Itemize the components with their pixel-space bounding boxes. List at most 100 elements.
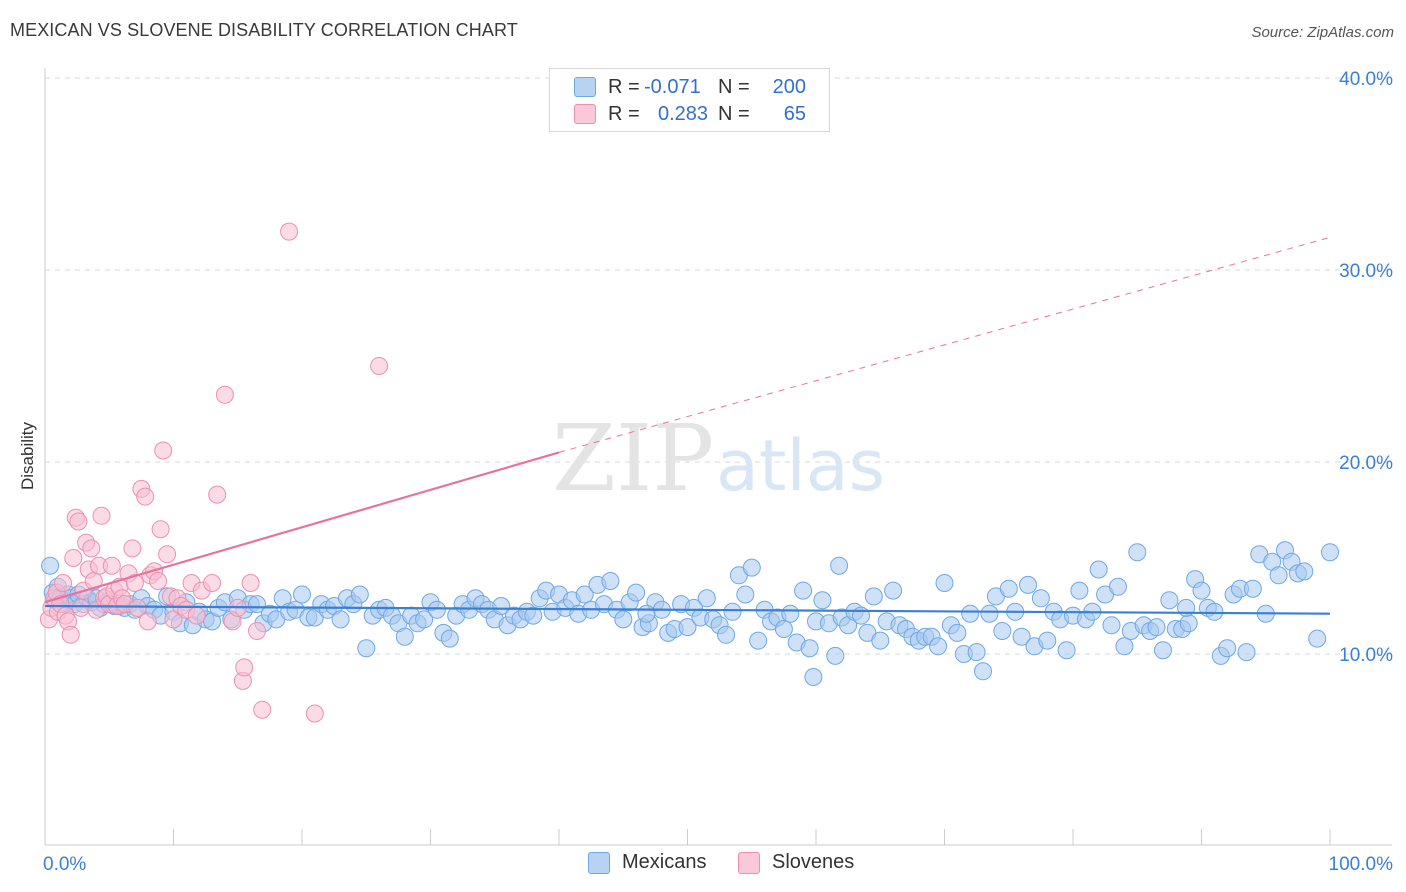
x-tick-label: 0.0%: [43, 854, 86, 875]
slovenes-point: [125, 574, 144, 592]
slovenes-point: [128, 598, 147, 617]
slovenes-point: [82, 539, 101, 558]
slovenes-point: [154, 441, 173, 460]
mexicans-point: [980, 604, 999, 623]
slovenes-point: [241, 574, 260, 592]
watermark: ZIP atlas: [552, 405, 885, 512]
mexicans-point: [678, 618, 697, 637]
slovenes-point: [253, 700, 272, 719]
mexicans-point: [961, 604, 980, 623]
slovenes-swatch: [574, 104, 596, 124]
r-label: R =: [608, 75, 640, 98]
x-tick-label: 100.0%: [1329, 854, 1394, 875]
mexicans-point: [723, 602, 742, 621]
mexicans-point: [440, 629, 459, 648]
mexicans-swatch: [574, 77, 596, 97]
slovenes-point: [305, 704, 324, 723]
mexicans-point: [1154, 641, 1172, 660]
mexicans-point: [929, 637, 948, 656]
mexicans-point: [1237, 643, 1256, 662]
slovenes-point: [164, 610, 183, 629]
mexicans-point: [884, 581, 903, 600]
grid-layer: [45, 77, 1392, 655]
mexicans-point: [614, 610, 633, 629]
mexicans-point: [1321, 543, 1339, 562]
mexicans-point: [1115, 637, 1134, 656]
stats-row-mexicans: R = -0.071 N = 200: [574, 75, 806, 99]
mexicans-point: [1012, 627, 1031, 646]
slovenes-legend-swatch: [738, 851, 760, 874]
r-label: R =: [608, 102, 640, 125]
mexicans-point: [1102, 616, 1121, 635]
mexicans-point: [1218, 639, 1237, 658]
slovenes-point: [138, 612, 157, 631]
mexicans-point: [1295, 562, 1314, 581]
mexicans-point: [1179, 614, 1198, 633]
chart-title: MEXICAN VS SLOVENE DISABILITY CORRELATIO…: [10, 20, 518, 40]
mexicans-point: [293, 585, 311, 604]
stats-legend: R = -0.071 N = 200 R = 0.283 N = 65: [549, 68, 830, 132]
n-value: 200: [772, 75, 806, 98]
tick-label-layer: 10.0% 20.0% 30.0% 40.0% 0.0% 100.0%: [43, 69, 1393, 875]
mexicans-point: [357, 639, 376, 658]
slovenes-trend-line: [44, 451, 560, 604]
mexicans-trend-line: [44, 604, 1331, 615]
mexicans-point: [742, 558, 761, 577]
mexicans-point: [717, 625, 736, 644]
slovenes-point: [69, 512, 88, 531]
mexicans-point: [1070, 581, 1089, 600]
slovenes-point: [61, 625, 80, 644]
slovenes-point: [208, 485, 227, 504]
mexicans-point: [1160, 591, 1179, 610]
legend-item-slovenes: Slovenes: [738, 851, 854, 874]
mexicans-point: [948, 623, 967, 642]
mexicans-point: [1089, 560, 1108, 579]
mexicans-point: [492, 597, 511, 615]
mexicans-point: [415, 610, 434, 629]
mexicans-point: [1019, 575, 1037, 594]
slovenes-point: [102, 556, 121, 575]
slovenes-legend-label: Slovenes: [772, 851, 855, 873]
mexicans-point: [804, 668, 823, 686]
slovenes-point: [248, 622, 266, 640]
axis-layer: [44, 68, 1392, 846]
mexicans-point: [41, 556, 60, 575]
mexicans-point: [1308, 629, 1327, 648]
slovenes-point: [64, 549, 83, 567]
slovenes-point: [149, 572, 168, 590]
slovenes-point: [151, 520, 170, 539]
slovenes-trend-extension: [558, 236, 1331, 453]
trend-layer: [44, 236, 1331, 615]
mexicans-point: [993, 622, 1012, 640]
r-value: 0.283: [658, 102, 709, 125]
mexicans-point: [575, 585, 594, 604]
slovenes-point: [235, 658, 254, 677]
y-tick-label: 30.0%: [1339, 261, 1393, 282]
mexicans-point: [1128, 543, 1147, 562]
mexicans-point: [1109, 577, 1127, 596]
mexicans-point: [637, 604, 656, 623]
mexicans-point: [350, 585, 369, 604]
mexicans-point: [524, 606, 543, 625]
mexicans-point: [331, 610, 350, 629]
mexicans-point: [749, 631, 768, 650]
slovenes-point: [215, 385, 234, 404]
stats-row-slovenes: R = 0.283 N = 65: [574, 102, 806, 126]
source-label: Source: ZipAtlas.com: [1251, 24, 1394, 41]
watermark-zip: ZIP: [552, 405, 714, 512]
mexicans-point: [852, 606, 870, 625]
y-tick-label: 40.0%: [1339, 69, 1393, 90]
mexicans-point: [601, 572, 620, 590]
mexicans-point: [830, 556, 849, 575]
slovenes-point: [72, 598, 90, 617]
mexicans-point: [1243, 579, 1262, 598]
mexicans-point: [736, 585, 755, 604]
y-tick-label: 10.0%: [1339, 645, 1393, 666]
mexicans-point: [794, 581, 813, 600]
slovenes-point: [92, 506, 111, 525]
mexicans-point: [427, 600, 446, 619]
legend-item-mexicans: Mexicans: [588, 851, 706, 874]
mexicans-point: [774, 620, 793, 638]
mexicans-point: [813, 591, 832, 610]
